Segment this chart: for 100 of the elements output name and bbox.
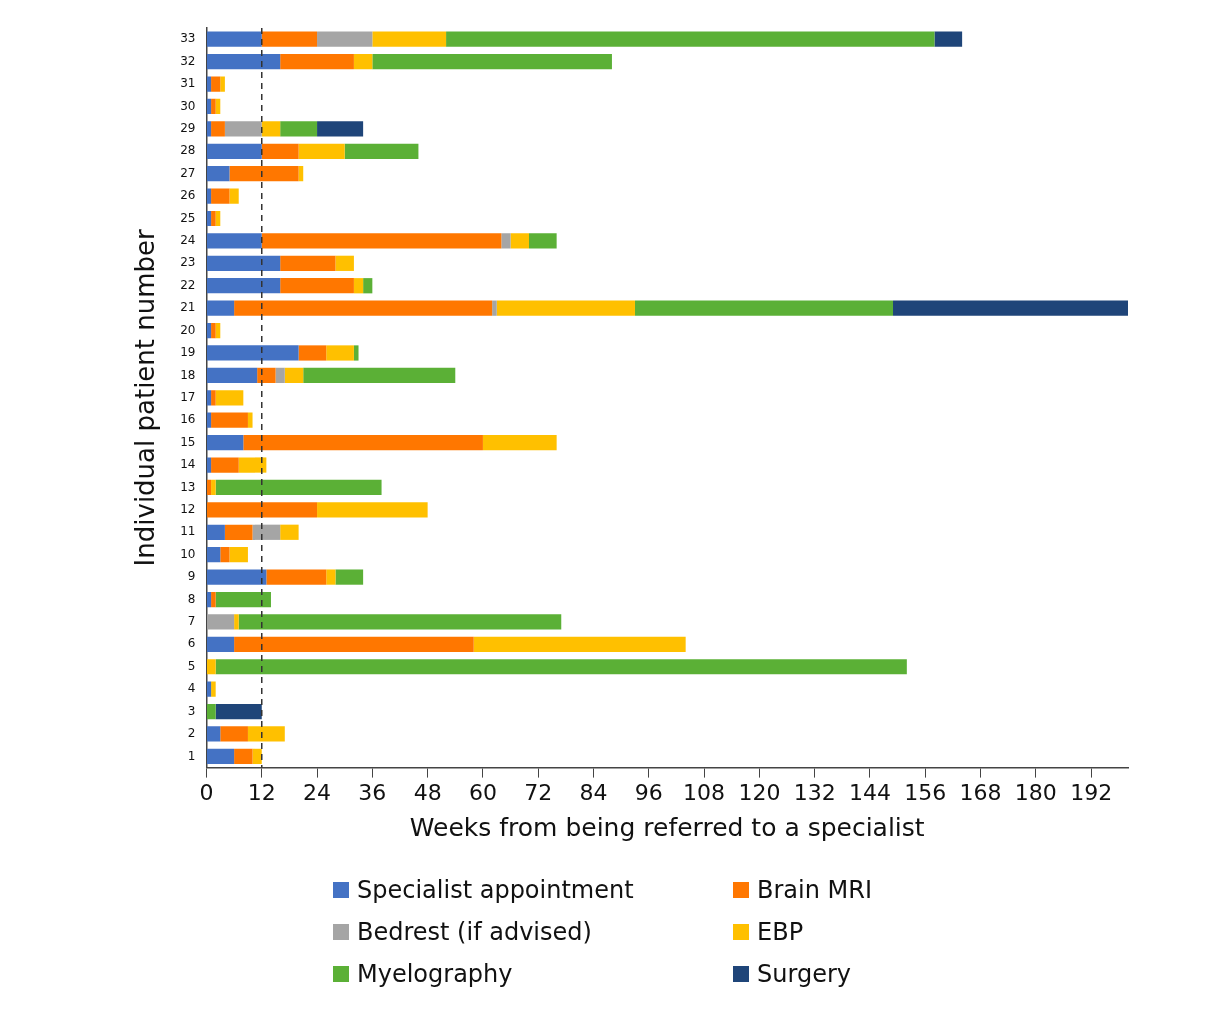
bar xyxy=(206,300,235,316)
bar xyxy=(206,367,258,384)
bar xyxy=(234,748,253,765)
bar xyxy=(353,345,359,361)
bar xyxy=(206,726,221,742)
bar xyxy=(206,121,212,137)
bar xyxy=(220,76,225,92)
bar xyxy=(215,703,262,720)
x-axis-title: Weeks from being referred to a specialist xyxy=(409,812,925,842)
y-tick-label: 24 xyxy=(180,233,196,248)
legend-label: Bedrest (if advised) xyxy=(357,918,592,946)
bar xyxy=(363,278,373,294)
y-tick-label: 28 xyxy=(180,143,196,158)
y-tick-label: 27 xyxy=(180,165,196,180)
bar xyxy=(335,255,354,271)
bar xyxy=(211,390,216,406)
bar xyxy=(372,31,447,47)
bar xyxy=(211,188,230,204)
bar xyxy=(326,345,354,361)
bar xyxy=(335,569,364,585)
y-tick-label: 17 xyxy=(180,389,196,404)
bar xyxy=(206,479,212,496)
legend-label: Brain MRI xyxy=(757,876,873,904)
bar xyxy=(934,31,963,47)
bar xyxy=(280,524,299,540)
x-tick-label: 24 xyxy=(303,779,332,805)
bar xyxy=(206,457,212,473)
y-tick-label: 8 xyxy=(187,591,196,606)
legend-label: Surgery xyxy=(757,960,851,988)
x-tick-label: 96 xyxy=(634,779,663,805)
bar xyxy=(257,367,276,384)
bar xyxy=(247,726,285,742)
bar xyxy=(211,412,248,428)
bar xyxy=(206,76,212,92)
bar xyxy=(317,121,364,137)
bar xyxy=(206,703,216,720)
y-tick-label: 10 xyxy=(180,546,196,561)
bar xyxy=(211,457,239,473)
bar xyxy=(353,278,364,294)
x-tick-label: 0 xyxy=(199,779,214,805)
bar xyxy=(206,636,235,652)
bar xyxy=(247,412,253,428)
bar xyxy=(326,569,336,585)
bar xyxy=(211,210,216,227)
bar xyxy=(206,143,262,159)
bar xyxy=(446,31,935,47)
bar xyxy=(234,300,493,316)
bar xyxy=(482,435,557,451)
bar xyxy=(211,479,216,496)
bar xyxy=(206,390,212,406)
bar xyxy=(206,591,212,608)
y-tick-label: 4 xyxy=(187,681,196,696)
bar xyxy=(206,569,267,585)
y-tick-label: 25 xyxy=(180,210,196,225)
bar xyxy=(206,188,212,204)
bar xyxy=(206,614,235,630)
bar xyxy=(215,659,907,675)
x-tick-label: 168 xyxy=(959,779,1002,805)
bar xyxy=(238,614,562,630)
bar xyxy=(280,121,318,137)
bar xyxy=(372,54,612,70)
bar xyxy=(206,435,244,451)
x-tick-label: 48 xyxy=(413,779,442,805)
bar xyxy=(206,345,299,361)
bar xyxy=(261,143,299,159)
bar xyxy=(229,166,299,182)
x-tick-label: 72 xyxy=(524,779,553,805)
y-tick-label: 30 xyxy=(180,98,196,113)
bar xyxy=(261,121,281,137)
bar xyxy=(252,748,262,765)
y-tick-label: 9 xyxy=(187,569,196,584)
y-tick-label: 6 xyxy=(187,636,196,651)
bar xyxy=(206,31,262,47)
bar xyxy=(206,255,281,271)
bar xyxy=(261,31,318,47)
y-tick-label: 22 xyxy=(180,277,196,292)
legend-label: Myelography xyxy=(357,960,513,988)
bar xyxy=(211,76,221,92)
y-tick-label: 21 xyxy=(180,300,196,315)
legend-label: Specialist appointment xyxy=(357,876,634,904)
bar xyxy=(298,345,327,361)
bar xyxy=(206,210,212,227)
y-tick-label: 5 xyxy=(187,658,196,673)
bar xyxy=(529,233,557,249)
y-tick-label: 20 xyxy=(180,322,196,337)
y-tick-label: 12 xyxy=(180,501,196,516)
bar xyxy=(206,54,281,70)
bar xyxy=(317,502,428,518)
bar xyxy=(211,121,225,137)
bar xyxy=(220,547,230,563)
bar xyxy=(211,591,216,608)
bar xyxy=(211,98,216,115)
x-tick-label: 60 xyxy=(468,779,497,805)
bar xyxy=(280,255,336,271)
bar xyxy=(510,233,530,249)
x-tick-label: 84 xyxy=(579,779,608,805)
x-tick-label: 120 xyxy=(738,779,781,805)
bar xyxy=(206,659,216,675)
bar xyxy=(496,300,635,316)
bar xyxy=(344,143,419,159)
